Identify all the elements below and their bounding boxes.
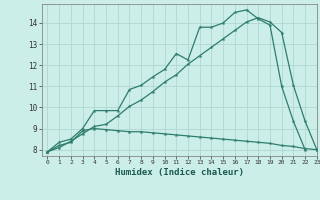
X-axis label: Humidex (Indice chaleur): Humidex (Indice chaleur) [115, 168, 244, 177]
